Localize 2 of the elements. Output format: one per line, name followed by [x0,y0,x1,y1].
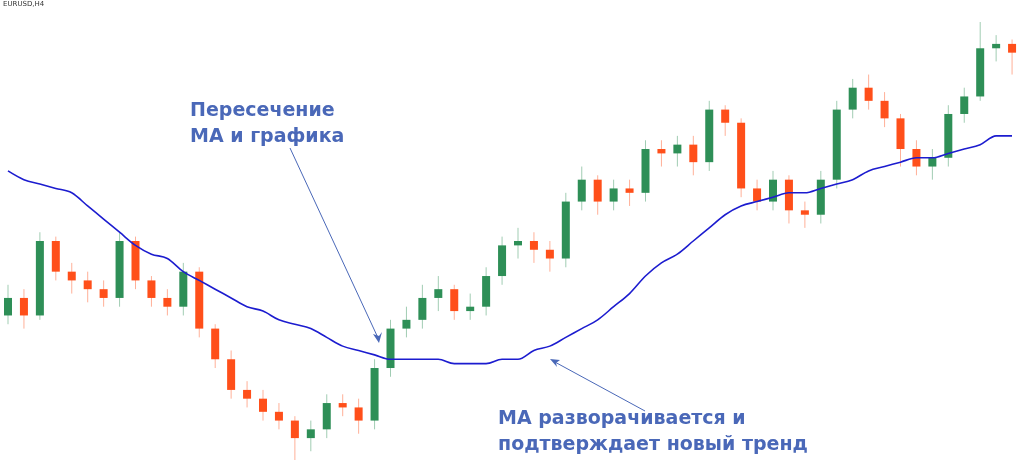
annotation: МА разворачивается и подтверждает новый тренд [498,405,808,456]
annotation: Пересечение МА и графика [190,97,345,148]
